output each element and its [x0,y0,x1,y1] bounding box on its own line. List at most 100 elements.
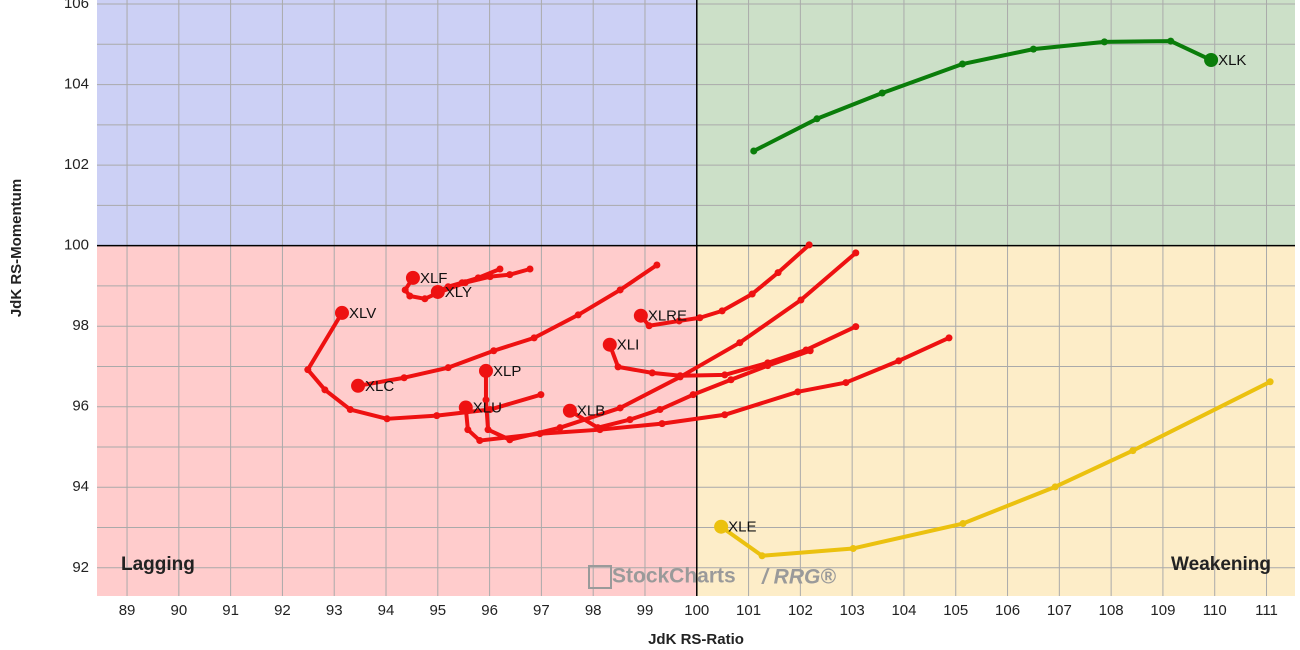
quadrant-label: Weakening [1171,554,1271,575]
trail-head [458,400,473,415]
series-label: XLI [617,337,640,354]
quadrant-weakening [696,245,1295,596]
x-tick-label: 109 [1150,602,1175,619]
trail-point [1167,37,1175,45]
x-tick-label: 93 [326,602,343,619]
trail-point [878,89,886,97]
series-label: XLE [728,519,756,536]
trail-line [751,39,1214,154]
y-axis-label: JdK RS-Momentum [8,179,25,317]
trail-head [602,337,617,352]
quadrant-improving [97,0,697,246]
trail-point [530,334,538,342]
trail-point [406,292,414,300]
trail-line [638,242,812,328]
trail-point [653,261,661,269]
series-label: XLB [577,403,605,420]
trail-point [806,347,814,355]
trail-point [758,552,766,560]
trail-point [444,364,452,372]
x-tick-label: 100 [684,602,709,619]
trail-point [797,296,805,304]
quadrant-label: Lagging [121,554,195,575]
trail-point [1129,447,1137,455]
y-tick-label: 106 [64,0,89,12]
x-tick-label: 110 [1203,602,1227,619]
x-axis-label: JdK RS-Ratio [648,631,744,648]
series-label: XLRE [648,308,687,325]
series-label: XLC [365,378,394,395]
x-tick-label: 95 [429,602,446,619]
trail-point [616,286,624,294]
y-tick-label: 98 [72,317,89,334]
trail-point [748,290,756,298]
trail-point [1029,45,1037,53]
trail-head [334,305,349,320]
trail-point [895,357,903,365]
trail-point [675,317,683,325]
trail-point [474,274,482,282]
trail-point [658,420,666,428]
trail-point [945,334,953,342]
trail-point [482,396,490,404]
x-tick-label: 97 [533,602,550,619]
trail-point [401,286,409,294]
trail-point [556,424,564,432]
x-tick-label: 111 [1255,602,1278,619]
trail-head [1204,53,1219,68]
x-tick-label: 96 [481,602,498,619]
trail-point [400,374,408,382]
trail-head [714,519,729,534]
trail-point [721,411,729,419]
watermark: StockCharts [612,565,736,588]
x-tick-label: 91 [222,602,239,619]
x-tick-label: 101 [736,602,761,619]
trail-point [676,373,684,381]
series-label: XLP [493,363,521,380]
trail-point [774,269,782,277]
x-tick-label: 102 [788,602,813,619]
trail-point [1051,483,1059,491]
trail-point [727,376,735,384]
x-tick-label: 89 [119,602,136,619]
trail-point [805,241,813,249]
trail-point [346,406,354,414]
trail-point [852,249,860,257]
trail-point [626,416,634,424]
y-tick-label: 92 [72,559,89,576]
y-tick-label: 96 [72,398,89,415]
watermark-icon [588,565,612,589]
trail-line [305,310,543,421]
trail-point [304,366,312,374]
trail-point [813,115,821,123]
trail-head [562,403,577,418]
trail-head [478,363,493,378]
trail-head [633,308,648,323]
x-tick-label: 94 [378,602,395,619]
trail-point [852,323,860,331]
trail-point [696,314,704,322]
trail-point [721,371,729,379]
trail-point [476,437,484,445]
trail-point [321,386,329,394]
watermark: / RRG® [761,566,836,589]
trail-line [567,348,813,430]
x-tick-label: 106 [995,602,1020,619]
trail-point [490,347,498,355]
trail-point [537,391,545,399]
series-label: XLK [1218,52,1246,69]
trail-point [444,283,452,291]
y-tick-label: 100 [64,237,89,254]
trail-head [351,378,366,393]
trail-point [842,379,850,387]
trail-point [458,279,466,287]
trail-point [496,265,504,273]
quadrant-leading [696,0,1295,246]
trail-point [574,311,582,319]
trail-point [536,430,544,438]
x-tick-label: 103 [840,602,865,619]
trail-head [430,284,445,299]
trail-point [433,412,441,420]
trail-point [484,426,492,434]
trail-point [958,60,966,68]
